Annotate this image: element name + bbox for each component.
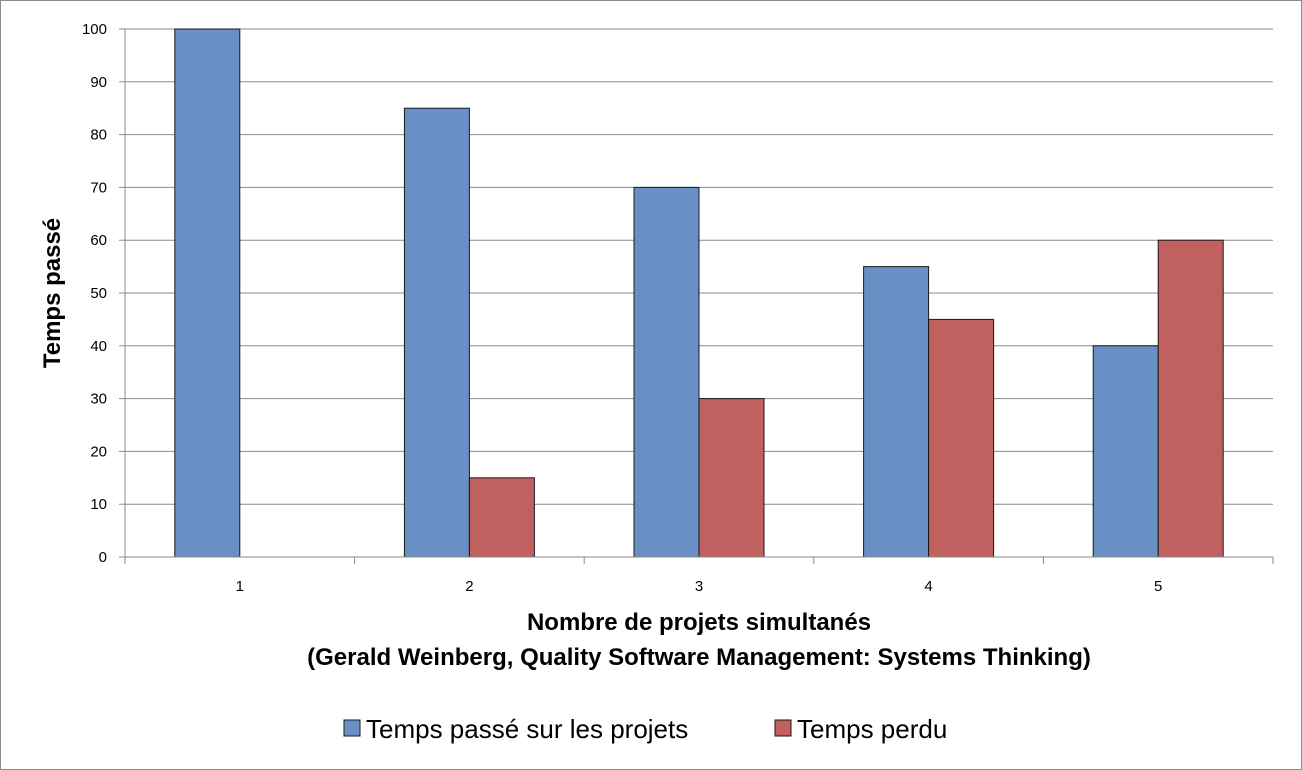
- y-tick-label: 100: [82, 21, 107, 38]
- x-axis-title: Nombre de projets simultanés: [527, 609, 871, 636]
- bars: [174, 28, 1224, 558]
- bar-temps-perdu: [1157, 239, 1224, 558]
- y-axis-ticks: 0 10 20 30 40 50 60 70 80 90 100: [82, 21, 125, 566]
- x-tick-label: 1: [236, 578, 244, 595]
- bar-temps-perdu: [928, 318, 995, 558]
- y-tick-label: 90: [90, 74, 107, 91]
- bar-temps-perdu: [468, 477, 535, 558]
- bar-temps-passe: [1092, 345, 1159, 558]
- legend-swatch: [343, 719, 361, 737]
- bar-temps-passe: [633, 186, 700, 558]
- x-tick-label: 4: [924, 578, 932, 595]
- y-tick-label: 80: [90, 127, 107, 144]
- y-tick-label: 50: [90, 285, 107, 302]
- legend-label: Temps perdu: [797, 714, 947, 744]
- legend: Temps passé sur les projets Temps perdu: [343, 714, 947, 744]
- x-tick-label: 5: [1154, 578, 1162, 595]
- y-tick-label: 0: [99, 549, 107, 566]
- x-tick-label: 3: [695, 578, 703, 595]
- bar-temps-passe: [403, 107, 470, 558]
- y-tick-label: 30: [90, 391, 107, 408]
- y-tick-label: 70: [90, 179, 107, 196]
- bar-temps-passe: [863, 266, 930, 558]
- legend-label: Temps passé sur les projets: [366, 714, 688, 744]
- y-tick-label: 10: [90, 496, 107, 513]
- bar-temps-passe: [174, 28, 241, 558]
- x-axis-subtitle: (Gerald Weinberg, Quality Software Manag…: [307, 644, 1091, 671]
- x-tick-label: 2: [465, 578, 473, 595]
- bar-temps-perdu: [698, 398, 765, 558]
- y-tick-label: 60: [90, 232, 107, 249]
- y-axis-title: Temps passé: [39, 218, 66, 368]
- y-tick-label: 40: [90, 338, 107, 355]
- y-tick-label: 20: [90, 443, 107, 460]
- legend-swatch: [774, 719, 792, 737]
- x-axis-ticks: 1 2 3 4 5: [124, 557, 1274, 595]
- gridlines: [125, 28, 1273, 505]
- axes: [124, 29, 1273, 558]
